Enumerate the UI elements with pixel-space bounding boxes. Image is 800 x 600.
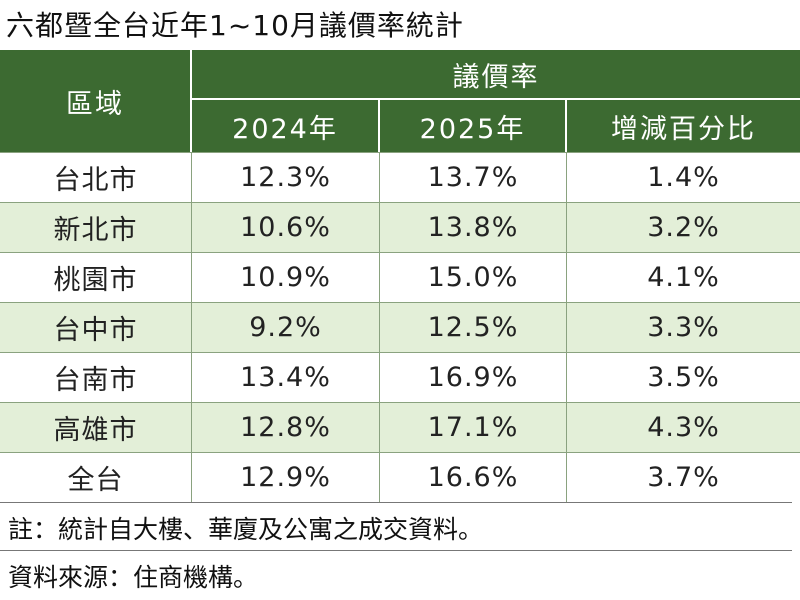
note: 資料來源：住商機構。 — [0, 550, 792, 600]
value-cell: 1.4% — [567, 152, 800, 202]
region-cell: 台中市 — [0, 302, 192, 352]
value-cell: 16.6% — [380, 452, 567, 502]
region-cell: 台北市 — [0, 152, 192, 202]
value-cell: 3.3% — [567, 302, 800, 352]
value-cell: 10.9% — [192, 252, 380, 302]
value-cell: 9.2% — [192, 302, 380, 352]
region-cell: 新北市 — [0, 202, 192, 252]
value-cell: 12.8% — [192, 402, 380, 452]
value-cell: 16.9% — [380, 352, 567, 402]
header-column: 2024年 — [192, 100, 380, 152]
note: 註：統計自大樓、華廈及公寓之成交資料。 — [0, 502, 792, 552]
value-cell: 10.6% — [192, 202, 380, 252]
value-cell: 3.5% — [567, 352, 800, 402]
value-cell: 13.8% — [380, 202, 567, 252]
value-cell: 12.5% — [380, 302, 567, 352]
value-cell: 4.1% — [567, 252, 800, 302]
value-cell: 3.7% — [567, 452, 800, 502]
region-cell: 桃園市 — [0, 252, 192, 302]
value-cell: 12.9% — [192, 452, 380, 502]
value-cell: 17.1% — [380, 402, 567, 452]
value-cell: 12.3% — [192, 152, 380, 202]
header-group: 議價率 — [192, 50, 800, 100]
value-cell: 13.7% — [380, 152, 567, 202]
region-cell: 全台 — [0, 452, 192, 502]
header-column: 增減百分比 — [567, 100, 800, 152]
title: 六都暨全台近年1~10月議價率統計 — [6, 9, 464, 42]
value-cell: 15.0% — [380, 252, 567, 302]
header-column: 2025年 — [380, 100, 567, 152]
region-cell: 高雄市 — [0, 402, 192, 452]
value-cell: 4.3% — [567, 402, 800, 452]
value-cell: 3.2% — [567, 202, 800, 252]
header-region: 區域 — [0, 50, 192, 152]
value-cell: 13.4% — [192, 352, 380, 402]
region-cell: 台南市 — [0, 352, 192, 402]
